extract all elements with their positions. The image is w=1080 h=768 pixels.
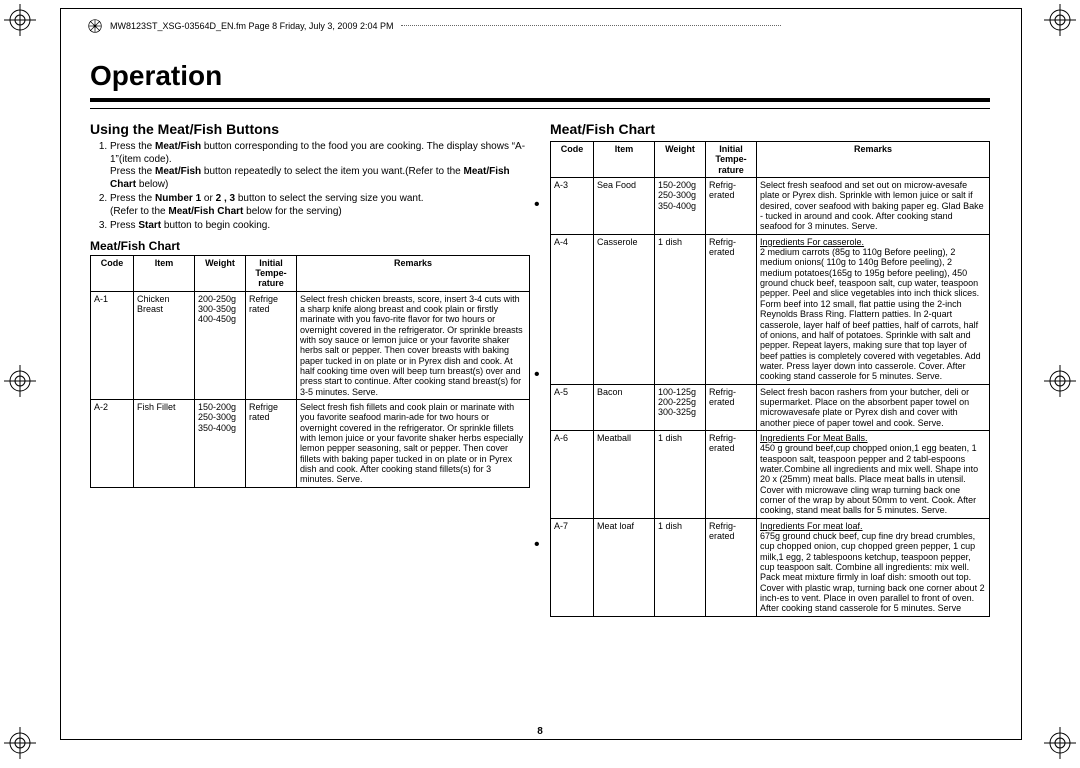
cell-temp: Refrige rated xyxy=(246,399,297,487)
cell-temp: Refrig-erated xyxy=(706,384,757,430)
table-row: A-2Fish Fillet150-200g250-300g350-400gRe… xyxy=(91,399,530,487)
th-weight: Weight xyxy=(195,255,246,291)
cell-item: Sea Food xyxy=(594,178,655,235)
table-row: A-1Chicken Breast200-250g300-350g400-450… xyxy=(91,291,530,399)
header-text: MW8123ST_XSG-03564D_EN.fm Page 8 Friday,… xyxy=(110,21,393,31)
cell-remarks: Ingredients For casserole.2 medium carro… xyxy=(757,234,990,384)
page-number: 8 xyxy=(0,726,1080,755)
cell-code: A-2 xyxy=(91,399,134,487)
left-column: Using the Meat/Fish Buttons Press the Me… xyxy=(90,119,530,617)
table-row: A-4Casserole1 dishRefrig-eratedIngredien… xyxy=(551,234,990,384)
cell-item: Bacon xyxy=(594,384,655,430)
page-title: Operation xyxy=(90,60,990,94)
th-item: Item xyxy=(134,255,195,291)
cell-temp: Refrig-erated xyxy=(706,234,757,384)
section-heading: Using the Meat/Fish Buttons xyxy=(90,121,530,137)
cell-remarks: Ingredients For Meat Balls.450 g ground … xyxy=(757,430,990,518)
cell-item: Meat loaf xyxy=(594,518,655,616)
cell-weight: 150-200g250-300g350-400g xyxy=(195,399,246,487)
page-content: Operation Using the Meat/Fish Buttons Pr… xyxy=(90,60,990,617)
spine-dots: ••• xyxy=(534,120,540,630)
instruction-item: Press the Meat/Fish button corresponding… xyxy=(110,141,530,191)
table-row: A-5Bacon100-125g200-225g300-325gRefrig-e… xyxy=(551,384,990,430)
cell-code: A-7 xyxy=(551,518,594,616)
cell-code: A-3 xyxy=(551,178,594,235)
right-column: Meat/Fish Chart Code Item Weight Initial… xyxy=(550,119,990,617)
instructions-list: Press the Meat/Fish button corresponding… xyxy=(90,141,530,233)
chart-heading: Meat/Fish Chart xyxy=(90,239,530,253)
th-code: Code xyxy=(91,255,134,291)
table-row: A-7Meat loaf1 dishRefrig-eratedIngredien… xyxy=(551,518,990,616)
cell-weight: 1 dish xyxy=(655,518,706,616)
cell-remarks: Select fresh bacon rashers from your but… xyxy=(757,384,990,430)
cell-item: Meatball xyxy=(594,430,655,518)
cell-item: Chicken Breast xyxy=(134,291,195,399)
chart-heading: Meat/Fish Chart xyxy=(550,121,990,137)
th-remarks: Remarks xyxy=(757,142,990,178)
meat-fish-table-left: Code Item Weight Initial Tempe-rature Re… xyxy=(90,255,530,488)
cell-weight: 1 dish xyxy=(655,234,706,384)
page-header: MW8123ST_XSG-03564D_EN.fm Page 8 Friday,… xyxy=(88,18,781,34)
cell-code: A-5 xyxy=(551,384,594,430)
cell-item: Fish Fillet xyxy=(134,399,195,487)
cell-temp: Refrig-erated xyxy=(706,430,757,518)
th-remarks: Remarks xyxy=(297,255,530,291)
cell-weight: 150-200g250-300g350-400g xyxy=(655,178,706,235)
th-code: Code xyxy=(551,142,594,178)
cell-code: A-1 xyxy=(91,291,134,399)
table-row: A-6Meatball1 dishRefrig-eratedIngredient… xyxy=(551,430,990,518)
cell-remarks: Select fresh seafood and set out on micr… xyxy=(757,178,990,235)
cell-code: A-6 xyxy=(551,430,594,518)
instruction-item: Press the Number 1 or 2 , 3 button to se… xyxy=(110,193,530,218)
cell-temp: Refrig-erated xyxy=(706,518,757,616)
cell-remarks: Ingredients For meat loaf.675g ground ch… xyxy=(757,518,990,616)
cell-remarks: Select fresh chicken breasts, score, ins… xyxy=(297,291,530,399)
cell-temp: Refrige rated xyxy=(246,291,297,399)
th-temp: Initial Tempe-rature xyxy=(706,142,757,178)
cell-remarks: Select fresh fish fillets and cook plain… xyxy=(297,399,530,487)
th-temp: Initial Tempe-rature xyxy=(246,255,297,291)
meat-fish-table-right: Code Item Weight Initial Tempe-rature Re… xyxy=(550,141,990,617)
cell-weight: 200-250g300-350g400-450g xyxy=(195,291,246,399)
cell-item: Casserole xyxy=(594,234,655,384)
wheel-icon xyxy=(88,19,102,33)
table-row: A-3Sea Food150-200g250-300g350-400gRefri… xyxy=(551,178,990,235)
cell-code: A-4 xyxy=(551,234,594,384)
th-weight: Weight xyxy=(655,142,706,178)
th-item: Item xyxy=(594,142,655,178)
cell-temp: Refrig-erated xyxy=(706,178,757,235)
cell-weight: 1 dish xyxy=(655,430,706,518)
instruction-item: Press Start button to begin cooking. xyxy=(110,220,530,233)
cell-weight: 100-125g200-225g300-325g xyxy=(655,384,706,430)
